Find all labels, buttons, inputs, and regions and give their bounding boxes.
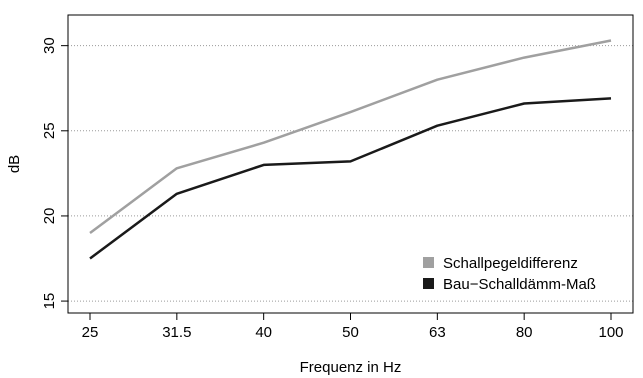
y-tick-label-30: 30 [41, 37, 58, 54]
y-axis-title: dB [6, 155, 23, 173]
x-tick-label-63: 63 [429, 324, 446, 341]
y-tick-label-25: 25 [41, 122, 58, 139]
x-tick-label-80: 80 [516, 324, 533, 341]
x-tick-label-31-5: 31.5 [162, 324, 191, 341]
grid-lines [68, 45, 633, 302]
y-tick-label-15: 15 [41, 293, 58, 310]
series-line-schallpegeldifferenz [89, 39, 612, 235]
x-tick-label-25: 25 [82, 324, 99, 341]
legend-label-bau-schalldaemm-mass: Bau−Schalldämm-Maß [443, 276, 596, 293]
legend-swatch-bau-schalldaemm-mass [423, 278, 434, 289]
legend: Schallpegeldifferenz Bau−Schalldämm-Maß [423, 255, 596, 293]
x-tick-label-40: 40 [255, 324, 272, 341]
x-axis: 25 31.5 40 50 63 80 100 [82, 313, 624, 341]
y-tick-label-20: 20 [41, 208, 58, 225]
x-tick-label-50: 50 [342, 324, 359, 341]
series-line-bau-schalld-mm-ma [89, 97, 612, 260]
x-axis-title: Frequenz in Hz [300, 359, 402, 376]
x-tick-label-100: 100 [598, 324, 623, 341]
legend-label-schallpegeldifferenz: Schallpegeldifferenz [443, 255, 578, 272]
legend-swatch-schallpegeldifferenz [423, 257, 434, 268]
series-lines [89, 39, 612, 260]
y-axis: 15 20 25 30 [41, 37, 68, 309]
